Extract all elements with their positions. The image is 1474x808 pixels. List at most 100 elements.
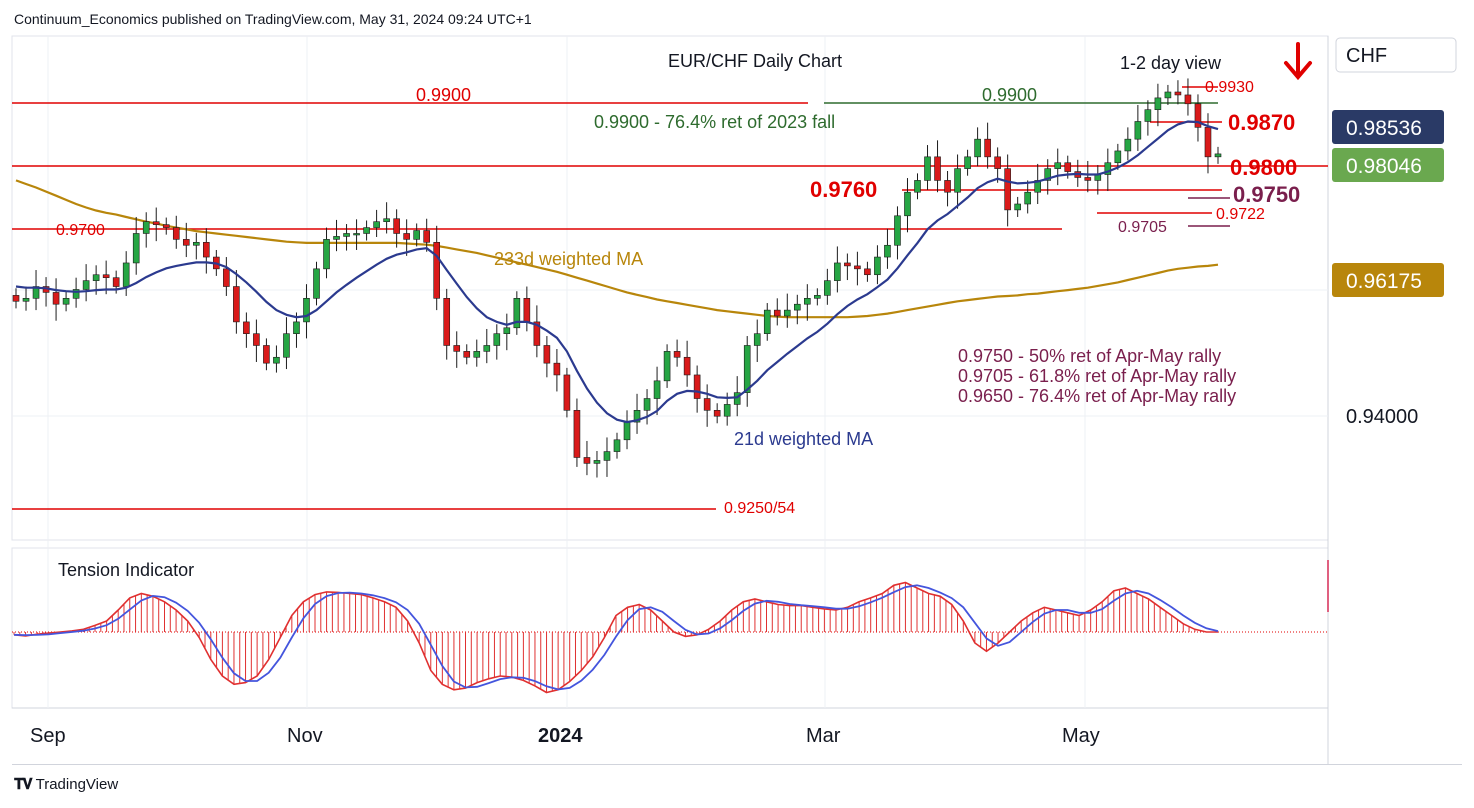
candle-down xyxy=(102,274,110,278)
candle-down xyxy=(233,286,240,323)
candle-down xyxy=(1084,177,1092,181)
candle-down xyxy=(1184,94,1192,105)
candle-up xyxy=(132,233,140,264)
candle-down xyxy=(423,230,430,243)
publisher-text: Continuum_Economics published on Trading… xyxy=(14,11,532,27)
candle-up xyxy=(293,321,300,334)
x-tick-sep: Sep xyxy=(30,725,66,747)
candle-up xyxy=(373,221,380,228)
candle-up xyxy=(1104,162,1112,175)
x-tick-nov: Nov xyxy=(287,725,323,747)
candle-down xyxy=(994,156,1001,169)
candle-up xyxy=(323,239,330,270)
candle-up xyxy=(283,333,290,358)
candle-up xyxy=(82,280,90,290)
candle-up xyxy=(743,345,751,393)
tension-line xyxy=(13,581,1218,694)
candle-up xyxy=(974,138,981,158)
candle-up xyxy=(303,298,310,323)
candle-up xyxy=(643,398,651,411)
candle-down xyxy=(563,374,571,411)
candle-up xyxy=(603,451,611,461)
price-tag-last-text: 0.98046 xyxy=(1346,155,1422,178)
label-0.9800: 0.9800 xyxy=(1230,155,1297,180)
candle-down xyxy=(443,298,451,346)
candle-up xyxy=(1134,121,1142,140)
candle-down xyxy=(112,277,120,287)
currency-selector[interactable] xyxy=(1335,37,1457,73)
candle-down xyxy=(223,268,230,287)
candle-up xyxy=(874,256,881,276)
candle-up xyxy=(814,295,821,299)
candle-down xyxy=(934,156,941,181)
label-0.9760: 0.9760 xyxy=(810,177,877,202)
candle-down xyxy=(463,351,471,358)
candle-up xyxy=(22,298,30,302)
candle-down xyxy=(52,292,60,305)
ma21-line xyxy=(15,120,1219,424)
candle-up xyxy=(884,244,891,258)
candle-down xyxy=(152,221,160,225)
retracement-50: 0.9750 - 50% ret of Apr-May rally xyxy=(958,346,1221,366)
candle-up xyxy=(513,298,521,329)
candle-up xyxy=(924,156,931,181)
candle-up xyxy=(363,227,370,234)
candle-up xyxy=(503,327,511,334)
price-tag-last xyxy=(1332,148,1444,182)
candle-up xyxy=(954,168,961,193)
candle-up xyxy=(383,218,390,222)
candle-up xyxy=(353,233,360,236)
price-tag-ma233 xyxy=(1332,263,1444,297)
label-0.9705: 0.9705 xyxy=(1118,219,1167,236)
candle-up xyxy=(142,221,150,234)
candle-up xyxy=(783,309,791,317)
candle-down xyxy=(263,345,270,364)
candle-up xyxy=(1214,153,1222,158)
candle-up xyxy=(1034,180,1041,193)
candle-down xyxy=(1004,168,1011,211)
label-0.9750: 0.9750 xyxy=(1233,182,1300,207)
candle-up xyxy=(62,298,70,305)
x-tick-mar: Mar xyxy=(806,725,841,747)
candle-down xyxy=(453,345,461,352)
candle-up xyxy=(413,230,420,240)
candle-up xyxy=(32,286,40,299)
arrow-down-icon xyxy=(1284,42,1312,81)
label-0.9870: 0.9870 xyxy=(1228,110,1295,135)
candle-up xyxy=(1054,162,1062,169)
candle-up xyxy=(313,268,320,299)
candle-down xyxy=(533,321,541,346)
tension-histogram xyxy=(13,581,1219,694)
chart-title: EUR/CHF Daily Chart xyxy=(668,51,842,71)
tradingview-logo-icon: 𝐓𝐕 xyxy=(14,776,33,793)
candle-up xyxy=(1154,97,1162,110)
candle-up xyxy=(72,289,80,299)
candle-down xyxy=(573,410,581,458)
candle-up xyxy=(1164,91,1172,99)
candle-up xyxy=(763,309,771,334)
ma233-label: 233d weighted MA xyxy=(494,249,643,269)
candle-up xyxy=(1144,109,1152,122)
candle-down xyxy=(553,362,561,376)
retracement-764: 0.9650 - 76.4% ret of Apr-May rally xyxy=(958,386,1236,406)
price-tag-ma233-text: 0.96175 xyxy=(1346,270,1422,293)
candle-down xyxy=(253,333,260,346)
tension-indicator-label: Tension Indicator xyxy=(58,560,194,580)
candle-down xyxy=(12,295,20,302)
candle-down xyxy=(673,351,681,358)
candle-down xyxy=(393,218,400,234)
candle-up xyxy=(793,303,801,311)
candle-down xyxy=(172,227,180,240)
candle-down xyxy=(1174,91,1182,96)
candle-down xyxy=(403,233,410,240)
label-0.9722: 0.9722 xyxy=(1216,206,1265,223)
candle-up xyxy=(343,233,350,237)
x-tick-may: May xyxy=(1062,725,1100,747)
y-tick-0.94: 0.94000 xyxy=(1346,406,1418,428)
footer-brand: TradingView xyxy=(35,776,119,793)
bottom-border xyxy=(12,764,1462,765)
candle-up xyxy=(623,421,631,441)
candle-down xyxy=(713,410,721,417)
candle-up xyxy=(653,380,661,399)
